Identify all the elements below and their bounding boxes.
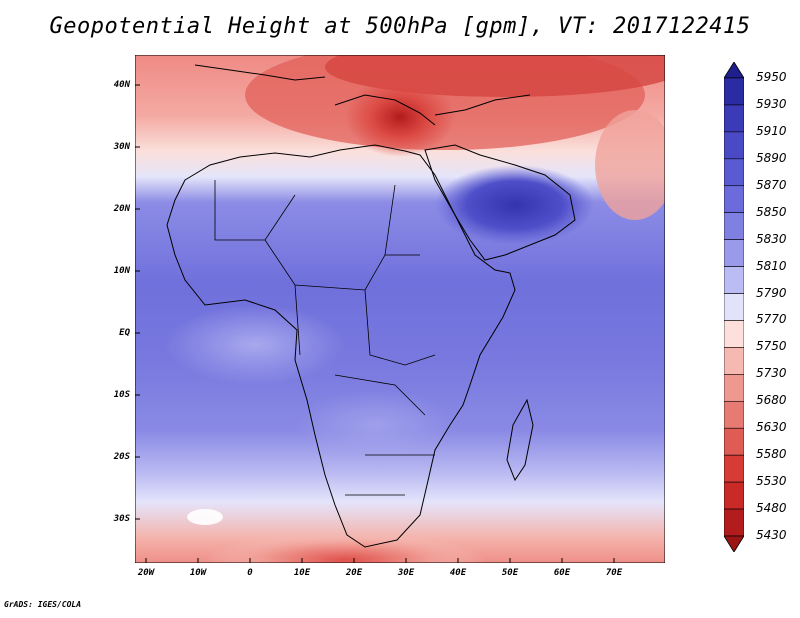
colorbar-label: 5930 bbox=[756, 96, 787, 111]
colorbar-swatch bbox=[724, 508, 744, 537]
plot-title: Geopotential Height at 500hPa [gpm], VT:… bbox=[49, 14, 751, 39]
colorbar-label: 5430 bbox=[756, 528, 787, 542]
colorbar bbox=[724, 62, 744, 552]
colorbar-swatch bbox=[724, 239, 744, 267]
lat-label-30n: 30N bbox=[113, 142, 130, 152]
colorbar-label: 5830 bbox=[756, 231, 787, 246]
lon-label-40e: 40E bbox=[449, 568, 467, 578]
colorbar-label: 5630 bbox=[756, 420, 787, 435]
colorbar-label: 5480 bbox=[756, 501, 787, 516]
colorbar-swatch bbox=[724, 185, 744, 214]
colorbar-label: 5770 bbox=[756, 312, 787, 327]
colorbar-swatch bbox=[724, 481, 744, 510]
lat-label-20s: 20S bbox=[113, 452, 130, 462]
lon-label-0: 0 bbox=[247, 568, 253, 578]
colorbar-label: 5750 bbox=[756, 339, 787, 354]
colorbar-swatch bbox=[724, 104, 744, 133]
lat-label-eq: EQ bbox=[119, 328, 130, 338]
colorbar-label: 5890 bbox=[756, 150, 787, 165]
lat-label-30s: 30S bbox=[113, 514, 130, 524]
colorbar-swatch bbox=[724, 320, 744, 348]
colorbar-swatch bbox=[724, 158, 744, 187]
lon-label-70e: 70E bbox=[605, 568, 623, 578]
lat-label-10n: 10N bbox=[113, 266, 130, 276]
colorbar-label: 5730 bbox=[756, 366, 787, 381]
colorbar-label: 5530 bbox=[756, 474, 787, 489]
colorbar-top-triangle bbox=[724, 62, 744, 79]
colorbar-swatch bbox=[724, 400, 744, 429]
colorbar-label: 5850 bbox=[756, 204, 787, 219]
lon-label-20w: 20W bbox=[137, 568, 155, 578]
lat-label-10s: 10S bbox=[113, 390, 130, 400]
colorbar-swatch bbox=[724, 131, 744, 160]
colorbar-label: 5580 bbox=[756, 447, 787, 462]
colorbar-swatch bbox=[724, 266, 744, 294]
colorbar-swatch bbox=[724, 427, 744, 456]
colorbar-swatch bbox=[724, 347, 744, 375]
colorbar-label: 5910 bbox=[756, 123, 787, 138]
colorbar-swatch bbox=[724, 374, 744, 402]
map-panel bbox=[135, 55, 665, 563]
colorbar-label: 5680 bbox=[756, 393, 787, 408]
colorbar-bottom-triangle bbox=[724, 535, 744, 552]
colorbar-label: 5950 bbox=[756, 70, 787, 84]
colorbar-swatch bbox=[724, 454, 744, 483]
lon-label-50e: 50E bbox=[501, 568, 519, 578]
lon-label-30e: 30E bbox=[397, 568, 415, 578]
lat-label-40n: 40N bbox=[113, 80, 130, 90]
colorbar-label: 5790 bbox=[756, 285, 787, 300]
colorbar-label: 5870 bbox=[756, 177, 787, 192]
colorbar-label: 5810 bbox=[756, 258, 787, 273]
lon-label-20e: 20E bbox=[345, 568, 363, 578]
colorbar-swatch bbox=[724, 77, 744, 106]
lat-label-20n: 20N bbox=[113, 204, 130, 214]
lon-label-10e: 10E bbox=[293, 568, 311, 578]
lon-label-10w: 10W bbox=[189, 568, 207, 578]
grads-credit: GrADS: IGES/COLA bbox=[4, 600, 82, 609]
colorbar-swatch bbox=[724, 212, 744, 240]
lon-label-60e: 60E bbox=[553, 568, 571, 578]
colorbar-swatch bbox=[724, 293, 744, 321]
